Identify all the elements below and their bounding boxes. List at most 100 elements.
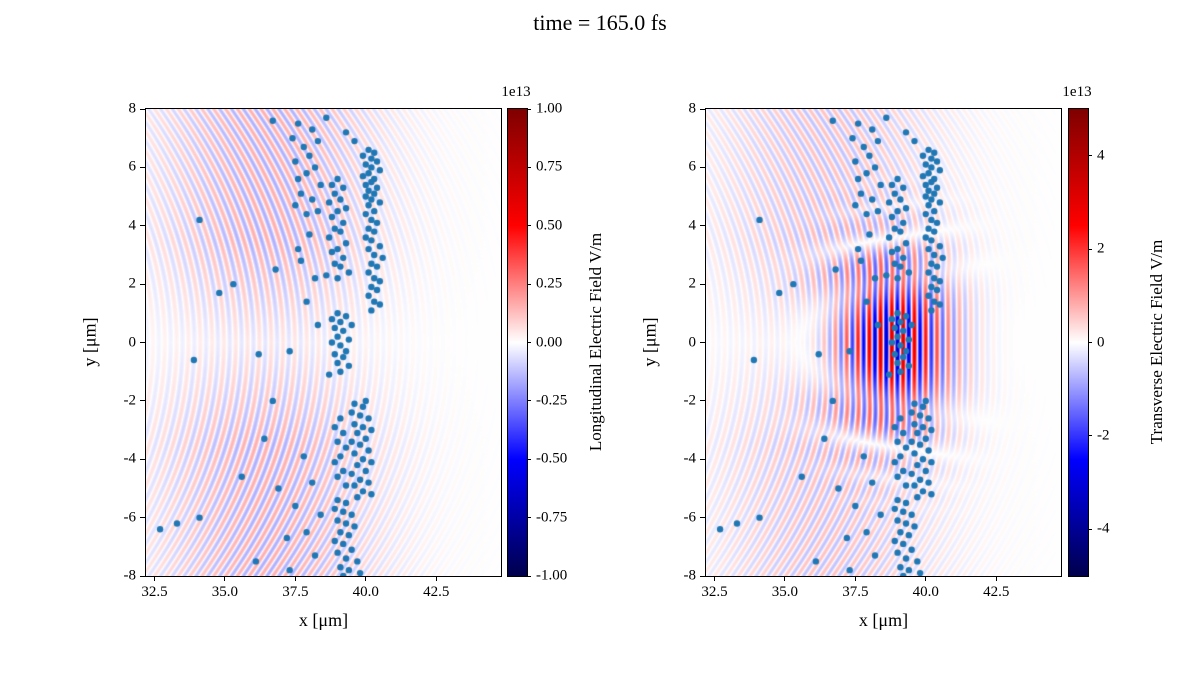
colorbar-tick (1088, 248, 1092, 250)
y-tick-label: 2 (128, 275, 137, 292)
y-tick (700, 400, 705, 402)
x-tick-label: 42.5 (983, 584, 1010, 600)
field-scatter-canvas-transverse (706, 109, 1061, 576)
colorbar-tick-label: -1.00 (536, 567, 568, 584)
y-tick-label: 6 (688, 158, 697, 175)
y-tick (140, 166, 145, 168)
colorbar-tick-label: -2 (1097, 427, 1110, 444)
y-tick-label: 0 (688, 334, 697, 350)
colorbar-tick (527, 108, 531, 110)
y-tick-label: -2 (683, 392, 697, 409)
y-tick (700, 342, 705, 343)
colorbar-tick (527, 283, 531, 285)
y-tick (140, 575, 145, 577)
y-tick (140, 458, 145, 460)
colorbar-tick (527, 575, 531, 577)
y-tick-label: 4 (128, 217, 137, 234)
colorbar-tick (527, 166, 531, 168)
x-axis-label: x [μm] (858, 610, 909, 630)
colorbar-tick (527, 458, 531, 460)
colorbar-tick-label: 0.50 (536, 217, 563, 234)
x-tick-label: 32.5 (141, 584, 168, 600)
y-tick-label: -6 (683, 509, 697, 526)
colorbar-tick-label: 0.75 (536, 158, 563, 175)
colorbar-gradient (508, 109, 527, 576)
y-tick-label: -4 (683, 450, 697, 467)
colorbar-tick-label: -0.75 (536, 509, 568, 526)
y-tick (700, 517, 705, 519)
y-tick-label: 2 (688, 275, 697, 292)
x-tick-label: 40.0 (352, 584, 379, 600)
y-tick-label: 8 (688, 100, 697, 117)
y-tick-label: -4 (123, 450, 137, 467)
colorbar-tick (1088, 435, 1092, 437)
y-tick-label: -2 (123, 392, 137, 409)
y-tick (700, 225, 705, 227)
y-tick (700, 458, 705, 460)
x-tick (294, 576, 296, 581)
colorbar-tick (1088, 342, 1092, 343)
x-tick (713, 576, 715, 581)
y-tick-label: 6 (128, 158, 137, 175)
colorbar-tick-label: 0 (1097, 334, 1105, 350)
y-tick (700, 166, 705, 168)
y-tick-label: -6 (123, 509, 137, 526)
colorbar-tick-label: -4 (1097, 520, 1110, 537)
x-tick (854, 576, 856, 581)
x-tick (153, 576, 155, 581)
x-tick (224, 576, 226, 581)
x-tick-label: 40.0 (912, 584, 939, 600)
y-tick (140, 342, 145, 343)
field-scatter-canvas-longitudinal (146, 109, 501, 576)
y-tick (140, 400, 145, 402)
colorbar-tick-label: 1.00 (536, 100, 563, 117)
y-tick-label: -8 (123, 567, 137, 584)
y-tick (700, 108, 705, 110)
colorbar-tick-label: -0.50 (536, 450, 568, 467)
x-tick-label: 35.0 (211, 584, 238, 600)
colorbar-tick-label: 0.00 (536, 334, 563, 350)
colorbar-offset-text: 1e13 (501, 84, 531, 100)
colorbar-tick (1088, 528, 1092, 530)
colorbar-offset-text: 1e13 (1062, 84, 1092, 100)
colorbar-tick-label: -0.25 (536, 392, 568, 409)
x-tick (784, 576, 786, 581)
x-tick (995, 576, 997, 581)
y-tick-label: 0 (128, 334, 137, 350)
y-tick-label: 8 (128, 100, 137, 117)
y-tick (700, 283, 705, 285)
y-tick (140, 283, 145, 285)
x-tick (925, 576, 927, 581)
x-tick-label: 37.5 (842, 584, 869, 600)
colorbar-tick-label: 4 (1097, 147, 1105, 164)
x-tick-label: 32.5 (701, 584, 728, 600)
colorbar-tick (527, 400, 531, 402)
y-tick-label: -8 (683, 567, 697, 584)
colorbar-tick-label: 2 (1097, 240, 1105, 257)
figure-title: time = 165.0 fs (533, 10, 667, 35)
colorbar-tick (1088, 155, 1092, 157)
y-tick (700, 575, 705, 577)
colorbar-tick (527, 225, 531, 227)
x-axis-label: x [μm] (298, 610, 349, 630)
x-tick-label: 35.0 (771, 584, 798, 600)
colorbar-label: Longitudinal Electric Field V/m (586, 232, 605, 452)
colorbar-gradient (1069, 109, 1088, 576)
colorbar-tick (527, 342, 531, 343)
colorbar-tick (527, 517, 531, 519)
colorbar-tick-label: 0.25 (536, 275, 563, 292)
x-tick-label: 37.5 (282, 584, 309, 600)
y-tick-label: 4 (688, 217, 697, 234)
y-tick (140, 517, 145, 519)
y-tick (140, 108, 145, 110)
colorbar-label: Transverse Electric Field V/m (1147, 239, 1166, 445)
colorbar-longitudinal: 1e13 Longitudinal Electric Field V/m 1.0… (501, 84, 605, 583)
plot-transverse: x [μm] y [μm] 32.5 35.0 37.5 40.0 42.5 8 6 4 2 0-… (640, 101, 1062, 630)
x-tick (435, 576, 437, 581)
plot-longitudinal: x [μm] y [μm] 32.5 35.0 37.5 40.0 42.5 8 6 4 2 0-… (80, 101, 502, 630)
x-tick-label: 42.5 (423, 584, 450, 600)
x-tick (365, 576, 367, 581)
colorbar-transverse: 1e13 Transverse Electric Field V/m 4 2 0 -2… (1062, 84, 1166, 577)
y-tick (140, 225, 145, 227)
